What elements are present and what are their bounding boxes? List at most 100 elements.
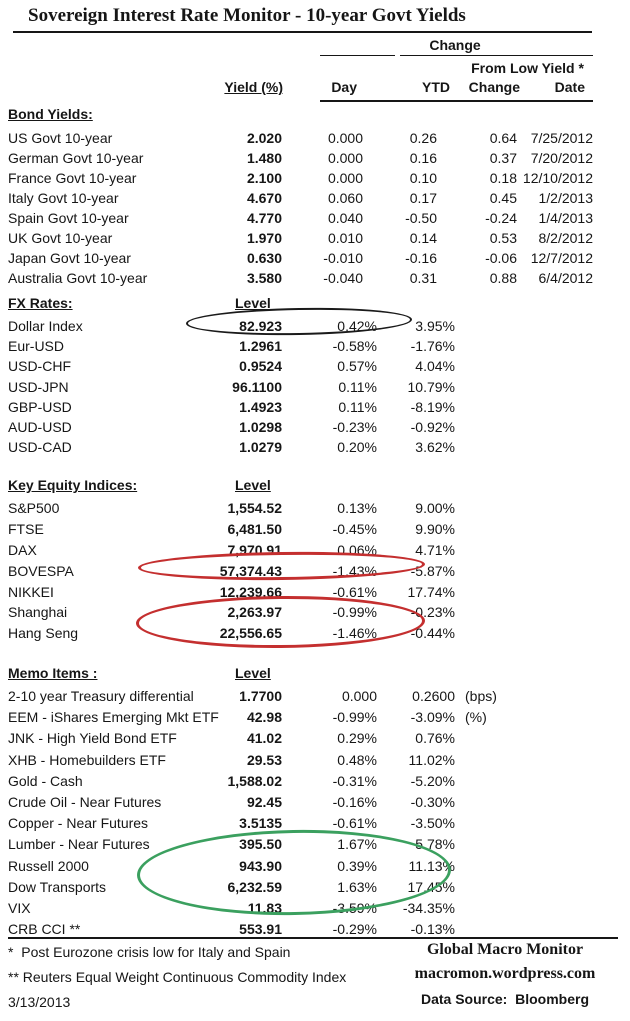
brand-name: Global Macro Monitor	[426, 941, 584, 958]
table-row: GBP-USD 1.4923 0.11% -8.19%	[0, 397, 630, 417]
cell-ytd: -0.13%	[410, 921, 455, 938]
cell-ytd: -34.35%	[402, 899, 455, 916]
cell-day: 0.060	[327, 189, 363, 206]
page-title: Sovereign Interest Rate Monitor - 10-yea…	[28, 5, 466, 26]
report-date: 3/13/2013	[8, 994, 71, 1010]
column-header-change: Change	[468, 79, 520, 95]
cell-label: Russell 2000	[8, 857, 89, 874]
table-row: Japan Govt 10-year 0.630 -0.010 -0.16 -0.06 1…	[0, 248, 630, 268]
section-equity-indices: Key Equity Indices: Level S&P500 1,554.52…	[0, 477, 630, 644]
cell-level: 1.2961	[239, 338, 282, 355]
cell-label: EEM - iShares Emerging Mkt ETF	[8, 709, 219, 726]
cell-ytd: -0.50	[405, 209, 437, 226]
cell-level: 92.45	[246, 793, 282, 810]
cell-ytd: 17.74%	[407, 583, 455, 600]
cell-level: 0.9524	[239, 358, 282, 375]
cell-label: CRB CCI **	[8, 921, 81, 938]
cell-ytd: -5.20%	[410, 772, 455, 789]
cell-day: 0.57%	[337, 358, 377, 375]
section-title-memo-items: Memo Items :	[8, 665, 98, 681]
table-row: Spain Govt 10-year 4.770 0.040 -0.50 -0.24 1/…	[0, 208, 630, 228]
section-header-row: Memo Items : Level	[0, 665, 630, 686]
cell-change: 0.45	[489, 189, 517, 206]
table-row: Dollar Index 82.923 0.42% 3.95%	[0, 316, 630, 336]
cell-ytd: 0.17	[409, 189, 437, 206]
cell-label: Italy Govt 10-year	[8, 189, 119, 206]
cell-day: -0.31%	[332, 772, 377, 789]
table-row: XHB - Homebuilders ETF 29.53 0.48% 11.02%	[0, 750, 630, 771]
cell-ytd: 3.62%	[415, 439, 455, 456]
table-row: Hang Seng 22,556.65 -1.46% -0.44%	[0, 623, 630, 644]
level-column-header: Level	[235, 295, 271, 311]
cell-ytd: 11.02%	[408, 751, 455, 768]
table-row: Australia Govt 10-year 3.580 -0.040 0.31 0.8…	[0, 268, 630, 288]
cell-note: (%)	[465, 709, 487, 726]
cell-ytd: -0.44%	[410, 625, 455, 642]
column-header-day: Day	[331, 79, 357, 95]
cell-change: -0.06	[485, 249, 517, 266]
section-bond-yields: Bond Yields: US Govt 10-year 2.020 0.000 0.…	[0, 106, 630, 288]
cell-change: -0.24	[485, 209, 517, 226]
cell-label: DAX	[8, 541, 37, 558]
cell-level: 96.1100	[232, 378, 282, 395]
cell-level: 1,554.52	[227, 500, 283, 516]
cell-ytd: 0.26	[409, 129, 437, 146]
cell-label: BOVESPA	[8, 562, 74, 579]
cell-day: 0.13%	[337, 500, 377, 516]
cell-level: 29.53	[246, 751, 282, 768]
cell-date: 8/2/2012	[538, 229, 594, 246]
cell-day: -0.58%	[332, 338, 377, 355]
cell-level: 6,481.50	[227, 520, 283, 537]
cell-date: 1/2/2013	[538, 189, 594, 206]
cell-ytd: 0.10	[409, 169, 437, 186]
cell-day: -1.43%	[332, 562, 377, 579]
cell-label: GBP-USD	[8, 398, 72, 415]
cell-ytd: -0.30%	[410, 793, 455, 810]
cell-ytd: -3.09%	[410, 709, 455, 726]
header-bottom-rule	[320, 100, 593, 102]
cell-change: 0.18	[489, 169, 517, 186]
day-group-rule	[320, 55, 395, 56]
cell-ytd: -1.76%	[410, 338, 455, 355]
cell-label: UK Govt 10-year	[8, 229, 113, 246]
table-row: Lumber - Near Futures 395.50 1.67% 5.78%	[0, 834, 630, 855]
memo-items-rows: 2-10 year Treasury differential 1.7700 0.0…	[0, 686, 630, 940]
cell-label: Copper - Near Futures	[8, 815, 149, 832]
section-title-equity-indices: Key Equity Indices:	[8, 477, 138, 493]
table-row: German Govt 10-year 1.480 0.000 0.16 0.37 7/2…	[0, 148, 630, 168]
cell-ytd: 3.95%	[415, 318, 455, 334]
cell-label: 2-10 year Treasury differential	[8, 688, 194, 704]
cell-ytd: -8.19%	[410, 398, 455, 415]
cell-level: 553.91	[239, 921, 282, 938]
cell-day: 0.040	[327, 209, 363, 226]
cell-ytd: 17.45%	[407, 878, 455, 895]
table-row: BOVESPA 57,374.43 -1.43% -5.87%	[0, 561, 630, 582]
cell-level: 1.4923	[239, 398, 282, 415]
cell-ytd: -0.23%	[410, 604, 455, 621]
cell-label: US Govt 10-year	[8, 129, 113, 146]
table-row: NIKKEI 12,239.66 -0.61% 17.74%	[0, 582, 630, 603]
column-header-yield: Yield (%)	[224, 79, 283, 95]
cell-day: 0.29%	[337, 730, 377, 747]
section-title-bond-yields: Bond Yields:	[8, 106, 93, 122]
cell-level: 1.480	[246, 149, 282, 166]
data-source: Data Source: Bloomberg	[420, 991, 590, 1007]
table-row: DAX 7,970.91 0.06% 4.71%	[0, 540, 630, 561]
cell-ytd: 9.00%	[415, 500, 455, 516]
cell-label: German Govt 10-year	[8, 149, 144, 166]
cell-date: 12/7/2012	[530, 249, 593, 266]
cell-change: 0.53	[489, 229, 517, 246]
cell-ytd: 5.78%	[415, 836, 455, 853]
cell-level: 6,232.59	[227, 878, 283, 895]
cell-day: 0.20%	[337, 439, 377, 456]
cell-label: FTSE	[8, 520, 44, 537]
column-header-date: Date	[554, 79, 585, 95]
cell-ytd: 0.76%	[415, 730, 455, 747]
cell-ytd: 0.2600	[412, 688, 455, 704]
cell-change: 0.64	[489, 129, 517, 146]
cell-day: -3.59%	[332, 899, 377, 916]
cell-day: -0.16%	[332, 793, 377, 810]
cell-label: AUD-USD	[8, 418, 72, 435]
footnote-eurozone: * Post Eurozone crisis low for Italy and…	[8, 944, 291, 960]
cell-level: 395.50	[239, 836, 282, 853]
